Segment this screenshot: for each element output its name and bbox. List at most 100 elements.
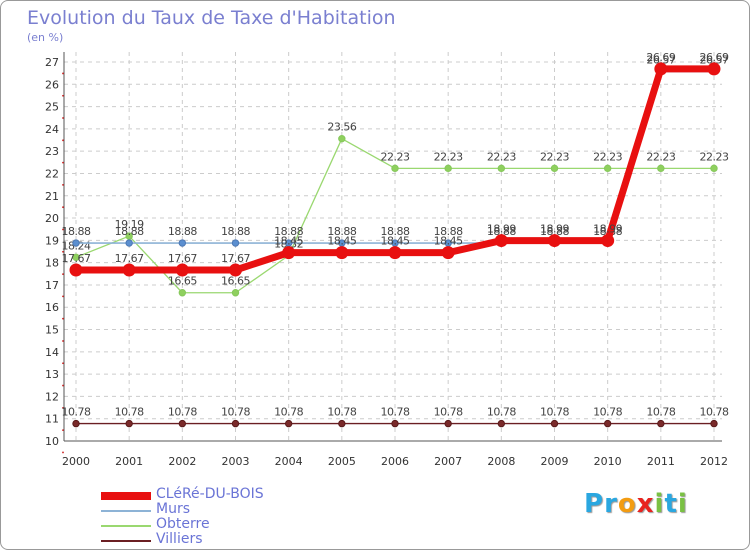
y-tick-label: 13 xyxy=(45,368,59,381)
data-label-murs: 18.88 xyxy=(434,225,463,238)
data-label-villiers: 10.78 xyxy=(115,406,144,419)
data-point-murs xyxy=(72,239,80,247)
y-tick-label: 17 xyxy=(45,279,59,292)
axis-dot xyxy=(62,228,64,231)
legend-label: Villiers xyxy=(156,531,203,547)
data-point-villiers xyxy=(497,419,506,428)
data-point-obterre xyxy=(603,164,612,173)
data-label-villiers: 10.78 xyxy=(221,406,250,419)
y-tick-label: 20 xyxy=(45,212,59,225)
data-point-murs xyxy=(125,239,133,247)
data-point-cl-r-du-bois xyxy=(494,234,508,248)
y-tick-label: 24 xyxy=(45,123,59,136)
data-label-obterre: 22.23 xyxy=(646,150,675,163)
data-point-villiers xyxy=(657,419,665,428)
data-label-murs: 18.88 xyxy=(62,225,91,238)
x-tick-label: 2003 xyxy=(222,455,250,468)
x-tick-label: 2008 xyxy=(487,455,515,468)
y-tick-label: 12 xyxy=(45,390,59,403)
data-label-obterre: 22.23 xyxy=(593,150,622,163)
data-label-villiers: 10.78 xyxy=(646,406,675,419)
data-label-murs: 18.88 xyxy=(221,225,250,238)
data-label-obterre: 22.23 xyxy=(381,150,410,163)
data-label-villiers: 10.78 xyxy=(327,406,356,419)
y-tick-label: 19 xyxy=(45,234,59,247)
legend-swatch xyxy=(101,510,151,512)
data-label-cl-r-du-bois: 18.45 xyxy=(434,235,463,248)
data-point-cl-r-du-bois xyxy=(229,263,242,277)
data-label-cl-r-du-bois: 18.45 xyxy=(327,235,356,248)
data-point-villiers xyxy=(603,419,612,428)
axis-dot xyxy=(62,184,64,186)
legend-swatch xyxy=(101,540,151,542)
axis-dot xyxy=(62,72,64,75)
data-label-murs: 18.88 xyxy=(168,225,197,238)
data-label-cl-r-du-bois: 18.45 xyxy=(381,235,410,248)
data-label-cl-r-du-bois: 18.45 xyxy=(274,235,303,248)
x-tick-label: 2010 xyxy=(594,455,622,468)
data-point-cl-r-du-bois xyxy=(282,246,296,260)
data-label-murs: 18.88 xyxy=(327,225,356,238)
axis-dot xyxy=(62,139,64,142)
axis-dot xyxy=(62,451,64,454)
data-label-obterre: 23.56 xyxy=(327,121,356,134)
chart-subtitle: (en %) xyxy=(27,31,64,44)
axis-dot xyxy=(62,429,64,432)
data-point-villiers xyxy=(391,419,399,428)
y-tick-label: 15 xyxy=(45,324,59,337)
x-tick-label: 2012 xyxy=(700,455,728,468)
axis-dot xyxy=(62,406,64,409)
data-label-villiers: 10.78 xyxy=(434,406,463,419)
x-tick-label: 2000 xyxy=(62,455,90,468)
data-label-obterre: 22.23 xyxy=(487,150,516,163)
logo-letter: t xyxy=(664,489,678,519)
data-point-villiers xyxy=(338,419,346,428)
y-tick-label: 10 xyxy=(45,435,59,448)
y-tick-label: 18 xyxy=(45,257,59,270)
data-label-villiers: 10.78 xyxy=(381,406,410,419)
data-label-obterre: 22.23 xyxy=(700,150,729,163)
axis-dot xyxy=(62,206,64,209)
data-point-cl-r-du-bois xyxy=(69,263,83,277)
x-tick-label: 2004 xyxy=(275,455,303,468)
data-point-obterre xyxy=(550,164,559,173)
data-label-cl-r-du-bois: 17.67 xyxy=(168,252,197,265)
y-tick-label: 14 xyxy=(45,346,59,359)
logo-letter: P xyxy=(584,489,605,519)
data-label-obterre: 22.23 xyxy=(540,150,569,163)
data-point-obterre xyxy=(391,164,399,173)
legend-swatch xyxy=(101,525,151,527)
data-point-obterre xyxy=(444,164,452,173)
data-label-villiers: 10.78 xyxy=(62,406,91,419)
y-tick-label: 16 xyxy=(45,301,59,314)
data-point-obterre xyxy=(710,164,718,173)
logo-letter: r xyxy=(604,489,618,519)
y-tick-label: 27 xyxy=(45,56,59,69)
axis-dot xyxy=(62,94,64,97)
axis-dot xyxy=(62,384,64,387)
axis-dot xyxy=(62,161,64,164)
data-label-murs: 18.88 xyxy=(540,225,569,238)
y-tick-label: 26 xyxy=(45,78,59,91)
data-label-villiers: 10.78 xyxy=(540,406,569,419)
logo-letter: i xyxy=(677,489,688,519)
axis-dot xyxy=(62,273,64,275)
data-point-cl-r-du-bois xyxy=(707,62,721,76)
data-label-murs: 18.88 xyxy=(487,225,516,238)
data-label-murs: 18.88 xyxy=(381,225,410,238)
data-point-cl-r-du-bois xyxy=(441,246,455,260)
x-tick-label: 2002 xyxy=(168,455,196,468)
logo-letter: o xyxy=(617,489,637,519)
legend-label: Murs xyxy=(156,501,191,517)
data-label-villiers: 10.78 xyxy=(274,406,303,419)
data-label-cl-r-du-bois: 17.67 xyxy=(221,252,250,265)
data-label-obterre: 22.23 xyxy=(434,150,463,163)
data-label-cl-r-du-bois: 18.99 xyxy=(540,223,569,236)
axis-dot xyxy=(62,117,64,119)
legend-label: Obterre xyxy=(156,516,210,532)
logo-letter: i xyxy=(654,489,665,519)
data-point-cl-r-du-bois xyxy=(654,62,668,76)
data-label-obterre: 19.19 xyxy=(115,218,144,231)
data-point-cl-r-du-bois xyxy=(175,263,189,277)
axis-dot xyxy=(62,340,64,342)
